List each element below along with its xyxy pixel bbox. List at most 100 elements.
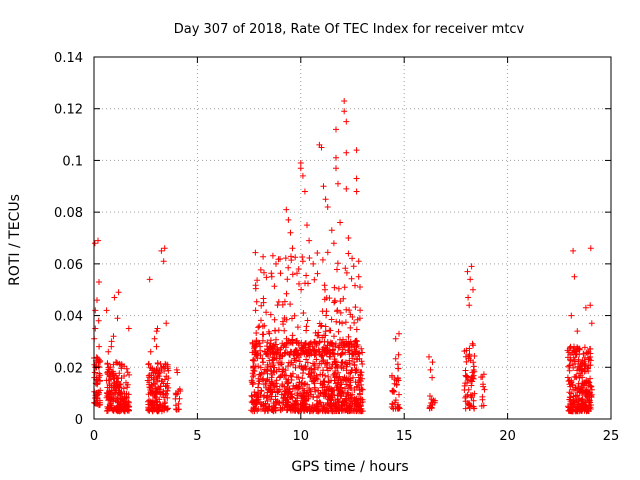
data-point <box>164 387 171 394</box>
data-point <box>582 304 589 311</box>
data-point <box>389 400 396 407</box>
data-point <box>578 367 585 374</box>
data-point <box>329 388 335 395</box>
data-point <box>157 401 164 408</box>
data-point <box>294 392 301 399</box>
data-point <box>303 356 310 363</box>
data-point <box>347 369 354 376</box>
data-point <box>338 380 345 386</box>
data-point <box>428 396 435 403</box>
data-point <box>154 373 161 380</box>
data-point <box>327 327 334 334</box>
data-point <box>588 383 595 390</box>
data-point <box>118 361 125 368</box>
data-point <box>268 368 275 375</box>
data-point <box>161 404 167 411</box>
data-point <box>153 398 160 405</box>
data-point <box>304 359 311 366</box>
data-point <box>353 366 360 373</box>
data-point <box>353 188 360 195</box>
data-point <box>345 333 352 340</box>
chart-title: Day 307 of 2018, Rate Of TEC Index for r… <box>174 22 525 37</box>
data-point <box>268 406 275 413</box>
data-point <box>320 393 327 400</box>
data-point <box>176 395 183 402</box>
data-point <box>275 359 282 366</box>
data-point <box>284 379 291 385</box>
data-point <box>326 342 333 349</box>
data-point <box>349 314 356 320</box>
data-point <box>252 351 259 358</box>
data-point <box>330 240 337 247</box>
data-point <box>323 360 330 367</box>
data-point <box>341 360 348 367</box>
data-point <box>321 282 328 289</box>
data-point <box>298 286 305 293</box>
data-point <box>471 390 478 397</box>
data-point <box>251 357 258 364</box>
data-point <box>341 108 348 115</box>
data-point <box>287 301 294 308</box>
data-point <box>295 374 302 381</box>
data-point <box>346 360 353 367</box>
x-tick-labels: 0 5 10 15 20 25 <box>90 429 619 444</box>
data-point <box>153 328 160 335</box>
data-point <box>333 165 339 172</box>
data-point <box>297 165 304 172</box>
data-point <box>356 390 363 397</box>
data-point <box>103 394 110 401</box>
data-point <box>312 329 319 336</box>
data-point <box>268 273 275 280</box>
data-point <box>479 393 486 400</box>
data-point <box>467 357 474 364</box>
data-point <box>303 272 310 279</box>
data-point <box>341 398 348 405</box>
data-point <box>165 405 171 412</box>
data-point <box>302 380 309 387</box>
data-point <box>308 365 314 372</box>
data-point <box>342 265 349 272</box>
data-point <box>104 407 111 414</box>
data-point <box>349 255 356 262</box>
data-point <box>321 378 328 385</box>
data-point <box>347 324 354 331</box>
data-point <box>337 219 344 226</box>
data-point <box>279 381 286 388</box>
data-point <box>345 250 352 257</box>
data-point <box>337 298 344 305</box>
data-point <box>566 367 573 374</box>
data-point <box>150 369 157 376</box>
data-point <box>427 402 434 409</box>
data-point <box>285 216 292 223</box>
data-point <box>115 289 122 296</box>
data-point <box>566 394 573 401</box>
data-point <box>299 403 306 410</box>
data-point <box>353 338 360 345</box>
data-point <box>343 185 350 192</box>
data-point <box>346 351 353 358</box>
data-point <box>315 349 322 356</box>
data-point <box>279 301 286 308</box>
data-point <box>359 361 366 367</box>
data-point <box>570 404 577 410</box>
data-point <box>283 387 289 394</box>
data-point <box>174 369 181 376</box>
data-point <box>291 402 298 409</box>
data-point <box>345 235 352 241</box>
data-point <box>576 374 583 381</box>
data-point <box>107 373 114 380</box>
data-point <box>288 377 295 383</box>
data-point <box>427 393 433 399</box>
data-point <box>147 384 154 391</box>
data-point <box>318 353 325 360</box>
data-point <box>126 371 133 378</box>
data-point <box>272 407 279 414</box>
data-point <box>346 382 353 389</box>
data-point <box>359 349 366 356</box>
data-point <box>353 326 360 333</box>
data-point <box>338 389 345 396</box>
data-point <box>118 375 125 381</box>
data-point <box>320 379 327 385</box>
data-point <box>271 283 278 290</box>
data-point <box>249 399 256 406</box>
